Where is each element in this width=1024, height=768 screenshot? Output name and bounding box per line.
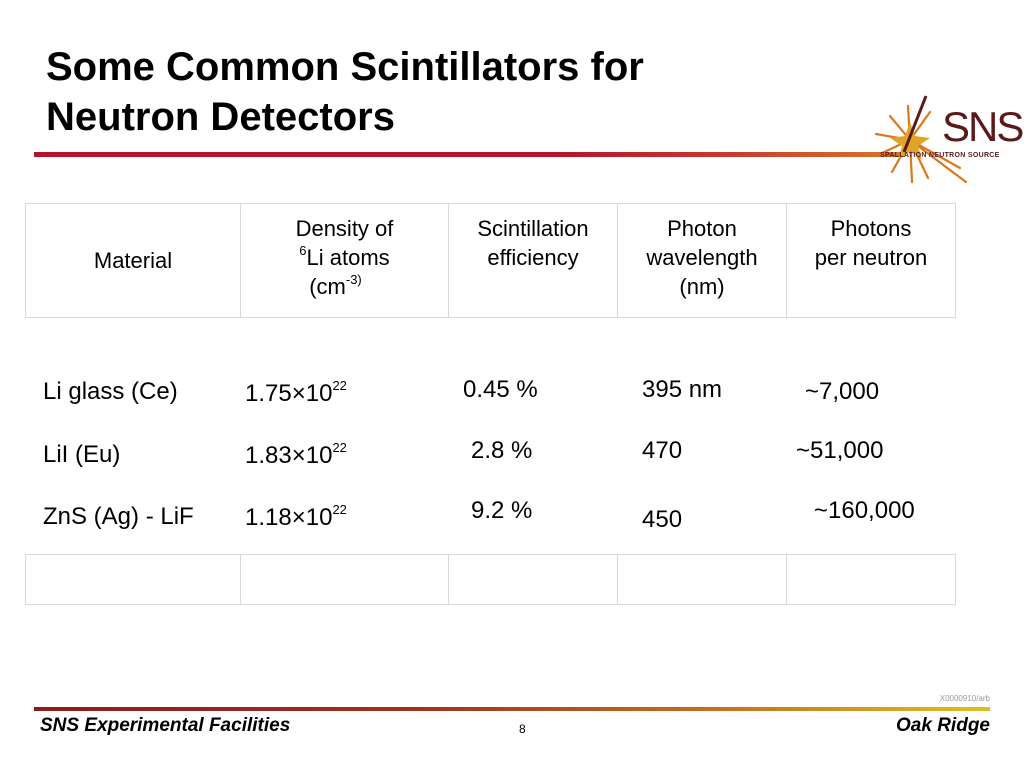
- row2-density: 1.83×1022: [245, 441, 347, 471]
- header-density-unit-sup: -3): [345, 271, 362, 287]
- row2-efficiency: 2.8 %: [471, 437, 533, 464]
- row1-wavelength: 395 nm: [642, 376, 723, 403]
- row3-density-times: ×: [291, 504, 306, 531]
- header-wavelength-line3: (nm): [679, 274, 725, 299]
- footer-right-text: Oak Ridge: [896, 715, 990, 736]
- header-photons-line2: per neutron: [814, 245, 928, 270]
- row3-density-base: 10: [305, 504, 333, 531]
- row1-photons: ~7,000: [805, 378, 880, 405]
- header-efficiency-line1: Scintillation: [477, 216, 589, 241]
- header-density-line1: Density of: [295, 216, 394, 241]
- row2-density-exp: 22: [332, 440, 347, 455]
- logo-wordmark: SNS: [942, 103, 1024, 150]
- slide-code: X0000910/arb: [939, 694, 990, 703]
- row3-density-exp: 22: [332, 502, 347, 517]
- header-photons: Photons per neutron: [786, 203, 956, 318]
- header-density-unit-pre: (cm: [309, 274, 346, 299]
- row1-density-exp: 22: [332, 378, 347, 393]
- table-empty-row: [25, 554, 956, 605]
- row2-photons: ~51,000: [796, 437, 884, 464]
- row2-wavelength: 470: [642, 437, 683, 464]
- footer-divider: [34, 707, 990, 711]
- footer-left-text: SNS Experimental Facilities: [40, 715, 291, 736]
- row1-density-times: ×: [291, 380, 306, 407]
- row1-efficiency: 0.45 %: [463, 376, 538, 403]
- header-material: Material: [25, 203, 241, 318]
- header-wavelength-line1: Photon: [667, 216, 737, 241]
- row2-density-times: ×: [291, 442, 306, 469]
- row1-material: Li glass (Ce): [43, 378, 178, 405]
- row3-efficiency: 9.2 %: [471, 497, 533, 524]
- row2-material: LiI (Eu): [43, 441, 121, 468]
- row1-density-base: 10: [305, 380, 333, 407]
- page-number: 8: [519, 722, 526, 736]
- table-body-spacer: [25, 317, 956, 555]
- scintillator-table: Material Density of 6Li atoms (cm-3) Sci…: [25, 203, 956, 605]
- sns-logo-icon: [874, 95, 968, 184]
- row3-photons: ~160,000: [814, 497, 915, 524]
- slide-title-line2: Neutron Detectors: [46, 95, 395, 139]
- logo-subtitle: SPALLATION NEUTRON SOURCE: [880, 152, 1000, 159]
- header-density-li: Li atoms: [306, 245, 390, 270]
- row2-density-base: 10: [305, 442, 333, 469]
- row3-density-mantissa: 1.18: [245, 504, 292, 531]
- header-density-sup: 6: [299, 242, 307, 258]
- header-efficiency-line2: efficiency: [487, 245, 579, 270]
- header-wavelength: Photon wavelength (nm): [617, 203, 787, 318]
- row1-density: 1.75×1022: [245, 379, 347, 409]
- title-divider: [34, 152, 904, 157]
- row3-density: 1.18×1022: [245, 503, 347, 533]
- row3-wavelength: 450: [642, 506, 683, 533]
- header-density-line2: 6Li atoms: [241, 243, 448, 272]
- header-density-unit: (cm-3): [241, 272, 448, 301]
- header-density: Density of 6Li atoms (cm-3): [240, 203, 449, 318]
- slide-title-line1: Some Common Scintillators for: [46, 45, 644, 89]
- slide-title: Some Common Scintillators for Neutron De…: [46, 42, 826, 142]
- row3-material: ZnS (Ag) - LiF: [43, 503, 194, 530]
- header-material-label: Material: [93, 248, 173, 273]
- header-efficiency: Scintillation efficiency: [448, 203, 618, 318]
- row1-density-mantissa: 1.75: [245, 380, 292, 407]
- header-photons-line1: Photons: [830, 216, 912, 241]
- table-header-row: Material Density of 6Li atoms (cm-3) Sci…: [25, 203, 956, 318]
- header-wavelength-line2: wavelength: [646, 245, 758, 270]
- row2-density-mantissa: 1.83: [245, 442, 292, 469]
